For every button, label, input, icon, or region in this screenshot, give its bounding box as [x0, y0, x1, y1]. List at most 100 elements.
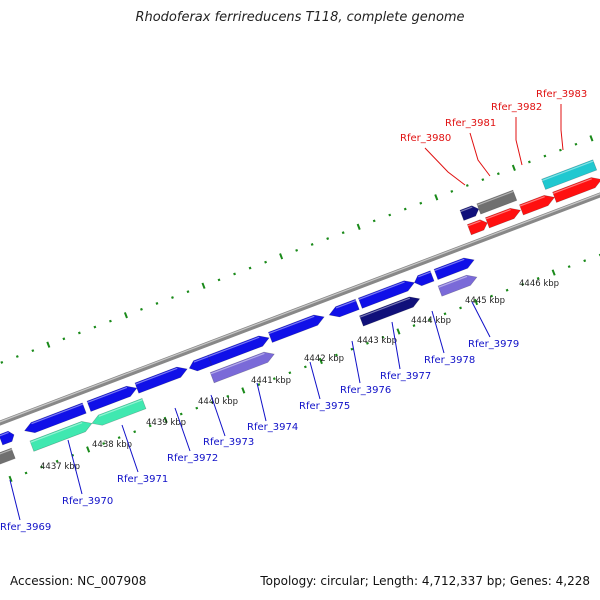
minor-tick: [140, 307, 143, 311]
minor-tick: [527, 160, 531, 164]
gene-rfer-3978-shine: [418, 271, 431, 278]
minor-tick: [443, 312, 447, 316]
backbone-highlight: [0, 193, 600, 423]
minor-tick: [366, 341, 369, 345]
minor-tick: [93, 325, 97, 329]
major-tick: [201, 282, 206, 289]
major-tick: [474, 298, 479, 306]
gene-label: Rfer_3976: [340, 385, 391, 396]
minor-tick: [71, 453, 75, 457]
leader-line: [9, 479, 21, 521]
gene-label: Rfer_3973: [203, 437, 254, 448]
gene-rfer-3976: [328, 298, 360, 318]
gene-teal-2-shine: [98, 399, 143, 417]
kbp-label: 4442 kbp: [304, 354, 344, 364]
leader-line: [471, 301, 491, 338]
gene-label: Rfer_3978: [424, 355, 475, 366]
minor-tick: [536, 276, 540, 280]
minor-tick: [171, 296, 174, 299]
major-tick: [163, 416, 168, 424]
leader-line-red: [469, 132, 491, 177]
minor-tick: [179, 412, 183, 416]
gene-rfer-3972-shine: [135, 367, 178, 385]
minor-tick: [326, 237, 330, 241]
major-tick: [123, 312, 128, 319]
minor-tick: [272, 377, 276, 381]
minor-tick: [334, 353, 338, 357]
leader-line: [351, 340, 361, 384]
gene-rfer-3982-shine: [519, 196, 545, 207]
major-tick: [511, 164, 516, 171]
minor-tick: [186, 290, 190, 294]
minor-tick: [195, 406, 199, 410]
kbp-labels: 4437 kbp 4438 kbp 4439 kbp 4440 kbp 4441 kbp…: [40, 279, 559, 472]
gene-teal-2: [91, 398, 147, 426]
gene-rfer-3973-shine: [193, 355, 209, 363]
kbp-label: 4441 kbp: [251, 376, 291, 386]
kbp-label: 4440 kbp: [198, 397, 238, 407]
minor-tick: [419, 201, 423, 205]
gene-cyan-1: [541, 159, 598, 190]
gene-rfer-3971: [86, 385, 138, 412]
minor-tick: [31, 349, 35, 353]
minor-tick: [133, 430, 137, 434]
gene-labels: Rfer_3969 Rfer_3970 Rfer_3971 Rfer_3972 Rfer…: [0, 89, 587, 533]
gene-rfer-3977-shine: [358, 281, 405, 300]
major-tick: [241, 387, 246, 394]
minor-tick: [295, 248, 299, 252]
gene-navy-1-shine: [359, 297, 411, 318]
tick-row-inner: [8, 253, 600, 483]
backbone-line: [0, 192, 600, 426]
minor-tick: [62, 337, 66, 341]
gene-rfer-3978: [414, 270, 435, 287]
tick-marks: [0, 135, 600, 483]
gene-rfer-3981: [485, 207, 522, 229]
minor-tick: [521, 282, 525, 286]
major-tick: [46, 341, 51, 348]
gene-rfer-3970: [24, 402, 87, 434]
gene-label: Rfer_3974: [247, 422, 298, 433]
minor-tick: [310, 243, 314, 246]
gene-gray-inner-shine: [0, 448, 13, 457]
gene-teal-1-shine: [30, 422, 83, 443]
minor-tick: [381, 335, 385, 339]
gene-rfer-3971-shine: [87, 386, 128, 404]
leader-line: [256, 382, 267, 422]
minor-tick: [102, 442, 106, 445]
minor-tick: [583, 259, 587, 263]
minor-tick: [77, 331, 81, 335]
leader-line: [67, 439, 83, 495]
minor-tick: [210, 400, 214, 404]
minor-tick: [388, 213, 392, 217]
gene-rfer-3980-shine: [467, 220, 481, 227]
gene-navy-2-shine: [460, 206, 473, 213]
minor-tick: [288, 371, 292, 375]
gene-rfer-3973: [188, 354, 213, 372]
minor-tick: [257, 383, 261, 386]
gene-rfer-3974-shine: [208, 336, 260, 358]
minor-tick: [481, 178, 485, 182]
minor-tick: [459, 306, 462, 310]
gene-purple-2: [437, 274, 478, 297]
gene-rfer-3975-shine: [268, 315, 315, 335]
minor-tick: [428, 318, 431, 322]
major-tick: [589, 135, 594, 142]
minor-tick: [341, 231, 345, 235]
leader-line-red: [515, 117, 523, 166]
gene-label: Rfer_3977: [380, 371, 431, 382]
gene-label: Rfer_3979: [468, 339, 519, 350]
major-tick: [551, 269, 556, 276]
gene-rfer-3982: [519, 195, 556, 216]
map-title: Rhodoferax ferrireducens T118, complete …: [135, 10, 465, 25]
kbp-label: 4439 kbp: [146, 418, 186, 428]
gene-rfer-3983-shine: [552, 178, 592, 195]
minor-tick: [155, 302, 159, 305]
major-tick: [279, 253, 284, 260]
minor-tick: [148, 424, 152, 428]
gene-rfer-3976-shine: [335, 299, 357, 309]
gene-purple-1: [209, 351, 275, 384]
major-tick: [396, 328, 401, 335]
leader-line: [391, 321, 401, 370]
minor-tick: [567, 265, 571, 269]
